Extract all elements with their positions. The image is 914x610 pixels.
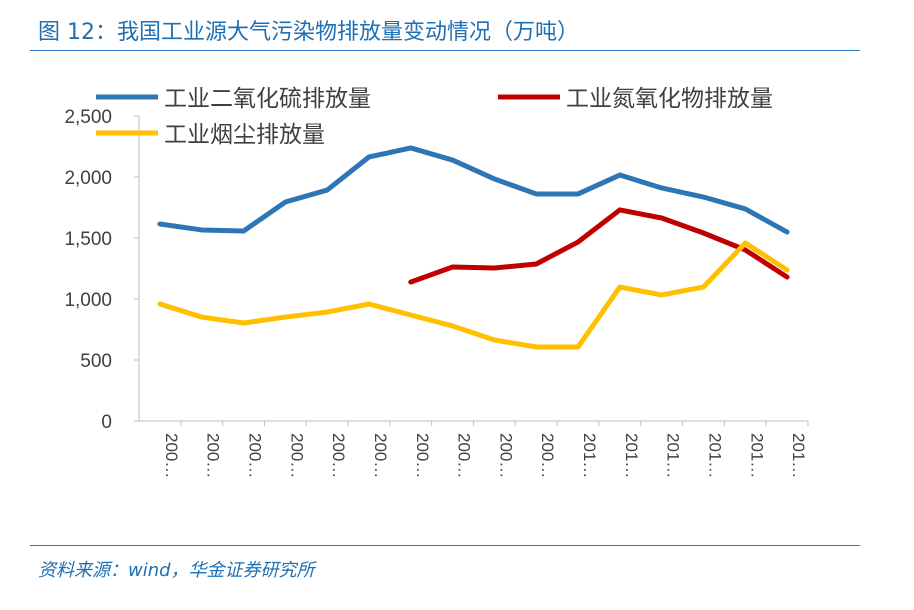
x-tick-label: 200… — [496, 433, 515, 478]
x-tick-label: 200… — [413, 433, 432, 478]
line-chart: 0 500 1,000 1,500 2,000 2,500 200… 200… 200… 200…… — [64, 86, 809, 478]
x-tick-label: 200… — [371, 433, 390, 478]
x-tick-label: 201… — [705, 433, 724, 478]
top-rule — [30, 50, 860, 51]
x-tick-label: 200… — [204, 433, 223, 478]
series-line — [157, 145, 790, 235]
x-tick-label: 200… — [246, 433, 265, 478]
x-tick-label: 200… — [287, 433, 306, 478]
source-note: 资料来源：wind，华金证券研究所 — [38, 560, 315, 581]
y-tick-label: 500 — [80, 351, 112, 372]
bottom-rule — [30, 545, 860, 546]
y-tick-label: 1,000 — [64, 290, 112, 311]
x-tick-label: 201… — [789, 433, 808, 478]
x-tick-label: 201… — [622, 433, 641, 478]
series-line — [157, 240, 790, 350]
legend-label: 工业烟尘排放量 — [164, 122, 325, 148]
legend-label: 工业二氧化硫排放量 — [164, 86, 371, 112]
x-tick-label: 200… — [162, 433, 181, 478]
x-tick-label: 200… — [538, 433, 557, 478]
x-tick-label: 200… — [329, 433, 348, 478]
figure-title: 图 12：我国工业源大气污染物排放量变动情况（万吨） — [38, 20, 579, 45]
legend-label: 工业氮氧化物排放量 — [566, 86, 773, 112]
y-tick-label: 1,500 — [64, 229, 112, 250]
series-line — [408, 207, 790, 285]
y-tick-label: 2,500 — [64, 107, 112, 128]
y-tick-label: 0 — [101, 412, 112, 433]
y-tick-label: 2,000 — [64, 168, 112, 189]
x-tick-label: 201… — [664, 433, 683, 478]
x-tick-label: 201… — [580, 433, 599, 478]
x-tick-label: 201… — [747, 433, 766, 478]
x-tick-label: 200… — [455, 433, 474, 478]
